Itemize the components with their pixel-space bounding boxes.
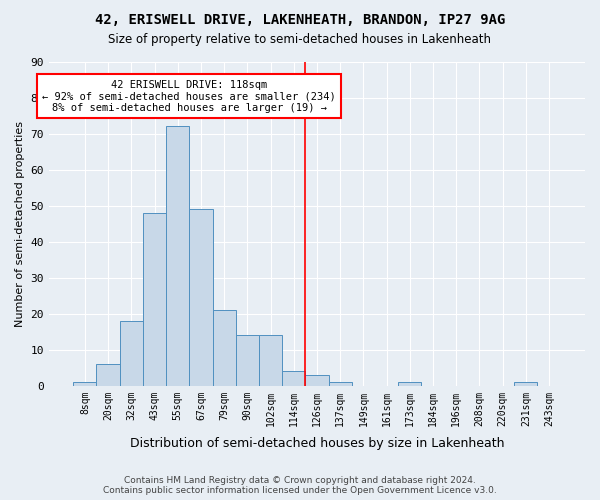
Bar: [236, 336, 259, 386]
Bar: [329, 382, 352, 386]
Bar: [514, 382, 538, 386]
Y-axis label: Number of semi-detached properties: Number of semi-detached properties: [15, 120, 25, 326]
Text: 42 ERISWELL DRIVE: 118sqm
← 92% of semi-detached houses are smaller (234)
8% of : 42 ERISWELL DRIVE: 118sqm ← 92% of semi-…: [43, 80, 336, 112]
Bar: [119, 321, 143, 386]
Bar: [73, 382, 97, 386]
Bar: [97, 364, 119, 386]
X-axis label: Distribution of semi-detached houses by size in Lakenheath: Distribution of semi-detached houses by …: [130, 437, 504, 450]
Bar: [143, 213, 166, 386]
Bar: [212, 310, 236, 386]
Bar: [259, 336, 282, 386]
Text: Size of property relative to semi-detached houses in Lakenheath: Size of property relative to semi-detach…: [109, 32, 491, 46]
Bar: [398, 382, 421, 386]
Bar: [166, 126, 190, 386]
Bar: [305, 375, 329, 386]
Text: Contains HM Land Registry data © Crown copyright and database right 2024.
Contai: Contains HM Land Registry data © Crown c…: [103, 476, 497, 495]
Bar: [282, 372, 305, 386]
Bar: [190, 209, 212, 386]
Text: 42, ERISWELL DRIVE, LAKENHEATH, BRANDON, IP27 9AG: 42, ERISWELL DRIVE, LAKENHEATH, BRANDON,…: [95, 12, 505, 26]
